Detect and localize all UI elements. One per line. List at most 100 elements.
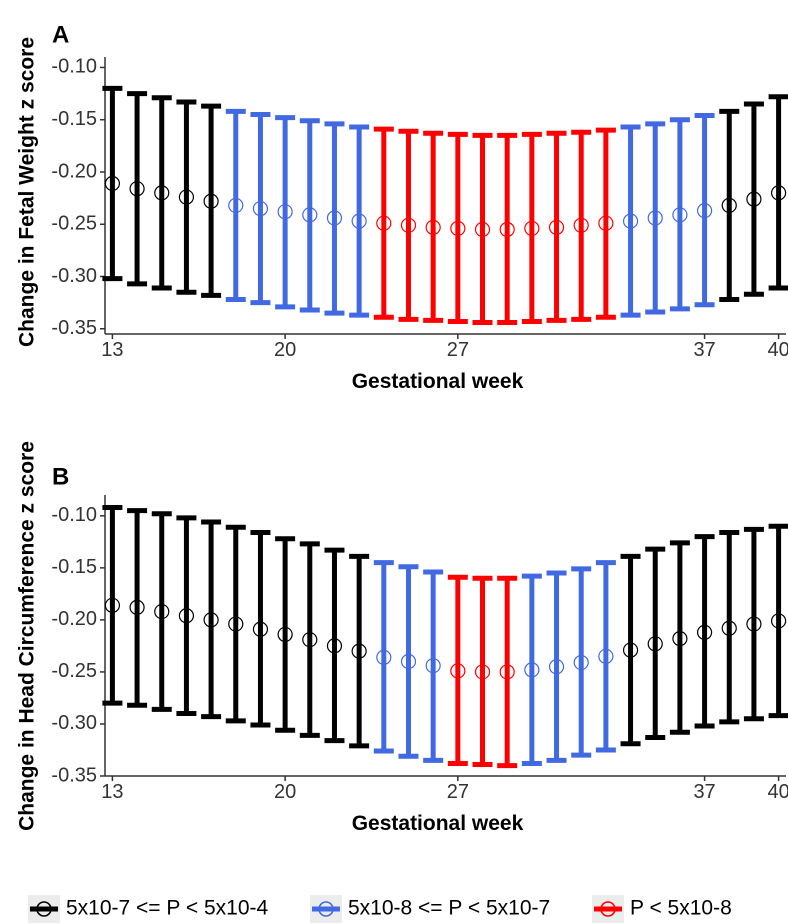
error-bar bbox=[472, 132, 493, 326]
legend: 5x10-7 <= P < 5x10-4 5x10-8 <= P < 5x10-7… bbox=[28, 895, 732, 923]
error-bar bbox=[497, 575, 518, 769]
error-bar bbox=[151, 511, 172, 712]
legend-key-point bbox=[600, 901, 616, 917]
error-bar bbox=[423, 569, 444, 763]
error-bar bbox=[571, 566, 592, 758]
panel-b: B -0.35 -0.30 -0.25 -0.20 -0.15 -0.10 13 20 27 37 4… bbox=[16, 441, 788, 835]
data-point bbox=[598, 215, 614, 231]
data-point bbox=[721, 620, 737, 636]
error-bar bbox=[447, 574, 468, 767]
error-bar bbox=[669, 117, 690, 312]
data-point bbox=[302, 632, 318, 648]
legend-key bbox=[592, 895, 624, 923]
error-bar bbox=[645, 546, 666, 740]
error-bar bbox=[151, 95, 172, 291]
error-bar bbox=[521, 131, 542, 324]
error-bar bbox=[595, 127, 616, 320]
error-bar bbox=[201, 519, 222, 720]
error-bar bbox=[324, 547, 345, 744]
data-point bbox=[524, 662, 540, 678]
data-point bbox=[178, 608, 195, 624]
data-point bbox=[573, 654, 589, 671]
error-bar bbox=[521, 573, 542, 767]
data-point bbox=[129, 181, 145, 197]
legend-key bbox=[28, 895, 60, 923]
y-axis-title: Change in Head Circumference z score bbox=[16, 441, 39, 831]
data-point bbox=[746, 616, 762, 632]
data-point bbox=[203, 193, 219, 209]
error-bar bbox=[571, 129, 592, 322]
data-point bbox=[696, 624, 713, 640]
data-point bbox=[154, 185, 170, 201]
data-point bbox=[425, 219, 441, 235]
data-point bbox=[104, 597, 121, 613]
y-tick-label: -0.25 bbox=[51, 213, 97, 235]
error-bar bbox=[102, 85, 123, 282]
error-bar bbox=[398, 128, 419, 322]
data-point bbox=[228, 616, 244, 632]
data-point bbox=[622, 213, 639, 229]
data-point bbox=[647, 636, 663, 652]
error-bar bbox=[423, 130, 444, 323]
error-bar bbox=[349, 124, 370, 318]
y-tick-label: -0.20 bbox=[51, 160, 97, 182]
error-bar bbox=[176, 515, 197, 717]
error-bar bbox=[620, 124, 641, 318]
data-point bbox=[351, 213, 367, 229]
error-bar bbox=[669, 540, 690, 735]
data-point bbox=[548, 659, 565, 675]
error-bar bbox=[472, 575, 493, 768]
error-bar bbox=[225, 524, 246, 724]
error-bar bbox=[768, 523, 788, 719]
data-point bbox=[474, 221, 491, 238]
data-point bbox=[672, 207, 688, 223]
error-bar bbox=[127, 508, 148, 708]
data-point bbox=[474, 664, 491, 680]
panel-label: B bbox=[52, 463, 69, 490]
data-point bbox=[770, 185, 787, 201]
data-point bbox=[499, 664, 515, 680]
error-bar bbox=[546, 130, 567, 323]
data-point bbox=[746, 191, 762, 207]
error-bar bbox=[275, 115, 296, 310]
panel-a: A -0.35 -0.30 -0.25 -0.20 -0.15 -0.10 13 20 27 37 4… bbox=[16, 21, 788, 393]
x-tick-label: 40 bbox=[767, 339, 788, 361]
x-tick-label: 20 bbox=[274, 339, 296, 361]
data-point bbox=[450, 663, 466, 679]
x-tick-label: 27 bbox=[447, 781, 469, 803]
data-point bbox=[400, 217, 417, 233]
data-point bbox=[302, 207, 318, 223]
data-point bbox=[203, 612, 219, 628]
x-axis-title: Gestational week bbox=[352, 370, 524, 393]
data-point bbox=[277, 204, 293, 220]
data-point bbox=[622, 642, 639, 658]
error-bar bbox=[694, 534, 715, 729]
data-point bbox=[252, 621, 269, 637]
error-bar bbox=[373, 126, 394, 320]
error-bar bbox=[299, 118, 320, 313]
error-bar bbox=[275, 536, 296, 733]
error-bar bbox=[324, 121, 345, 316]
y-tick-label: -0.20 bbox=[51, 608, 97, 630]
y-tick-label: -0.35 bbox=[51, 317, 97, 339]
data-point bbox=[647, 210, 663, 226]
legend-key-point bbox=[36, 901, 52, 917]
data-point bbox=[450, 220, 466, 237]
y-tick-label: -0.10 bbox=[51, 504, 97, 526]
data-point bbox=[672, 631, 688, 647]
data-point bbox=[598, 648, 614, 664]
data-point bbox=[376, 649, 392, 665]
x-tick-label: 13 bbox=[101, 339, 123, 361]
data-point bbox=[721, 197, 737, 214]
data-point bbox=[376, 215, 392, 231]
x-tick-label: 37 bbox=[693, 781, 715, 803]
data-point bbox=[573, 217, 589, 233]
error-bar bbox=[250, 529, 271, 728]
y-tick-label: -0.35 bbox=[51, 764, 97, 786]
legend-label: P < 5x10-8 bbox=[630, 897, 732, 920]
error-bar bbox=[299, 541, 320, 738]
data-point bbox=[154, 603, 170, 620]
legend-label: 5x10-7 <= P < 5x10-4 bbox=[66, 897, 268, 920]
error-bar bbox=[620, 553, 641, 747]
data-point bbox=[425, 658, 441, 674]
